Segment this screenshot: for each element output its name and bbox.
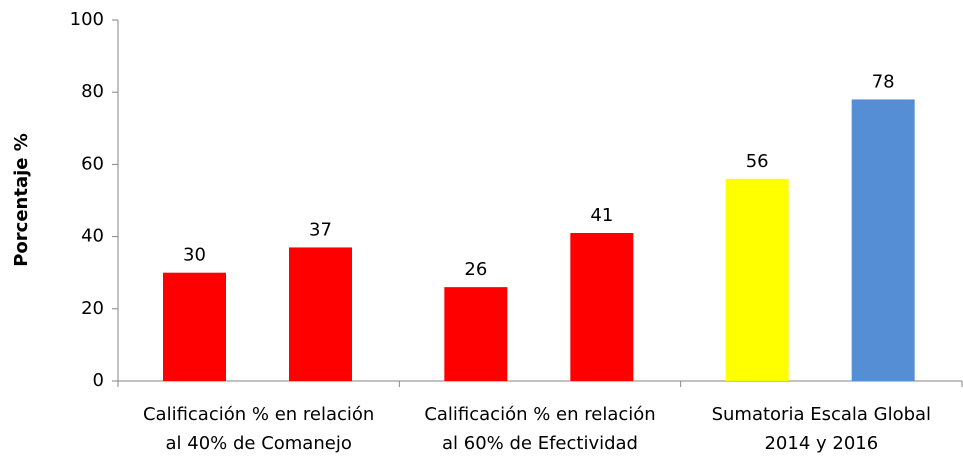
bar bbox=[725, 178, 789, 381]
x-tick-label: 2014 y 2016 bbox=[764, 433, 878, 454]
x-tick-label: al 60% de Efectividad bbox=[442, 433, 638, 454]
data-label: 37 bbox=[309, 219, 332, 240]
bar bbox=[851, 99, 915, 382]
x-tick-label: al 40% de Comanejo bbox=[165, 433, 351, 454]
y-tick-label: 0 bbox=[93, 370, 104, 391]
x-tick-label: Calificación % en relación bbox=[143, 404, 374, 425]
bar bbox=[570, 232, 634, 381]
x-tick-label: Calificación % en relación bbox=[424, 404, 655, 425]
y-tick-label: 80 bbox=[81, 81, 104, 102]
y-axis-label: Porcentaje % bbox=[11, 133, 32, 267]
bar bbox=[444, 287, 508, 381]
y-tick-label: 60 bbox=[81, 153, 104, 174]
bar bbox=[163, 272, 226, 381]
data-label: 56 bbox=[746, 151, 769, 172]
data-label: 26 bbox=[464, 259, 487, 280]
y-tick-label: 100 bbox=[70, 9, 104, 30]
y-tick-label: 40 bbox=[81, 226, 104, 247]
data-label: 30 bbox=[183, 245, 206, 266]
bar bbox=[289, 247, 352, 381]
data-label: 41 bbox=[590, 205, 613, 226]
x-tick-label: Sumatoria Escala Global bbox=[712, 404, 931, 425]
data-label: 78 bbox=[872, 71, 895, 92]
y-tick-label: 20 bbox=[81, 298, 104, 319]
